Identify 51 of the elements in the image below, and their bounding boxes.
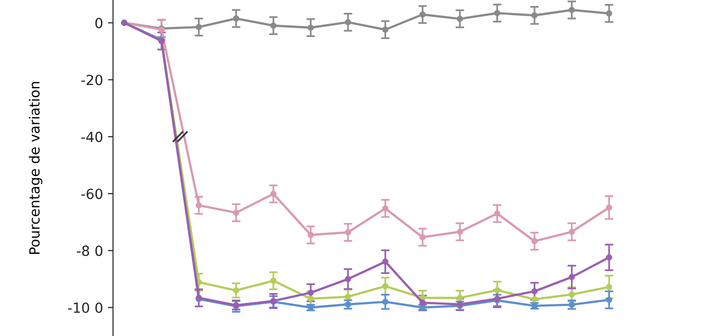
point <box>196 24 202 30</box>
point <box>419 300 426 306</box>
point <box>531 12 538 18</box>
point <box>270 278 277 284</box>
y-tick-label: -20 <box>81 74 102 86</box>
point <box>308 296 314 302</box>
point <box>382 283 388 290</box>
point <box>232 287 240 294</box>
point <box>382 205 388 212</box>
point <box>419 234 426 240</box>
point <box>308 232 314 238</box>
point <box>568 6 575 14</box>
point <box>531 302 538 309</box>
y-tick-label: 0 <box>95 18 102 28</box>
point <box>270 22 277 29</box>
point <box>606 284 612 290</box>
point <box>344 229 352 236</box>
point <box>344 19 352 26</box>
point <box>494 210 500 217</box>
point <box>344 294 352 300</box>
point <box>382 298 388 305</box>
y-axis-title: Pourcentage de variation <box>28 82 42 254</box>
point <box>568 291 575 298</box>
point <box>606 10 612 17</box>
point <box>419 11 426 18</box>
point <box>531 288 538 294</box>
point <box>531 238 538 244</box>
point <box>344 276 352 282</box>
point <box>270 190 277 198</box>
point <box>494 10 500 16</box>
point <box>568 274 575 280</box>
point <box>494 287 500 294</box>
point <box>232 210 240 216</box>
point <box>308 24 314 31</box>
point <box>196 202 202 208</box>
y-tick-label: -60 <box>81 188 102 200</box>
point <box>456 294 464 301</box>
point <box>456 16 464 22</box>
point <box>606 204 612 211</box>
point <box>568 228 575 235</box>
point <box>606 254 612 261</box>
y-tick-label: -10 0 <box>68 302 102 313</box>
point <box>531 296 538 302</box>
point <box>456 228 464 235</box>
point <box>232 15 240 22</box>
y-tick-label: -8 0 <box>76 246 102 256</box>
point <box>382 26 388 33</box>
y-tick-label: -40 <box>81 132 102 142</box>
point <box>606 296 612 303</box>
point <box>382 258 388 265</box>
point <box>308 290 314 296</box>
